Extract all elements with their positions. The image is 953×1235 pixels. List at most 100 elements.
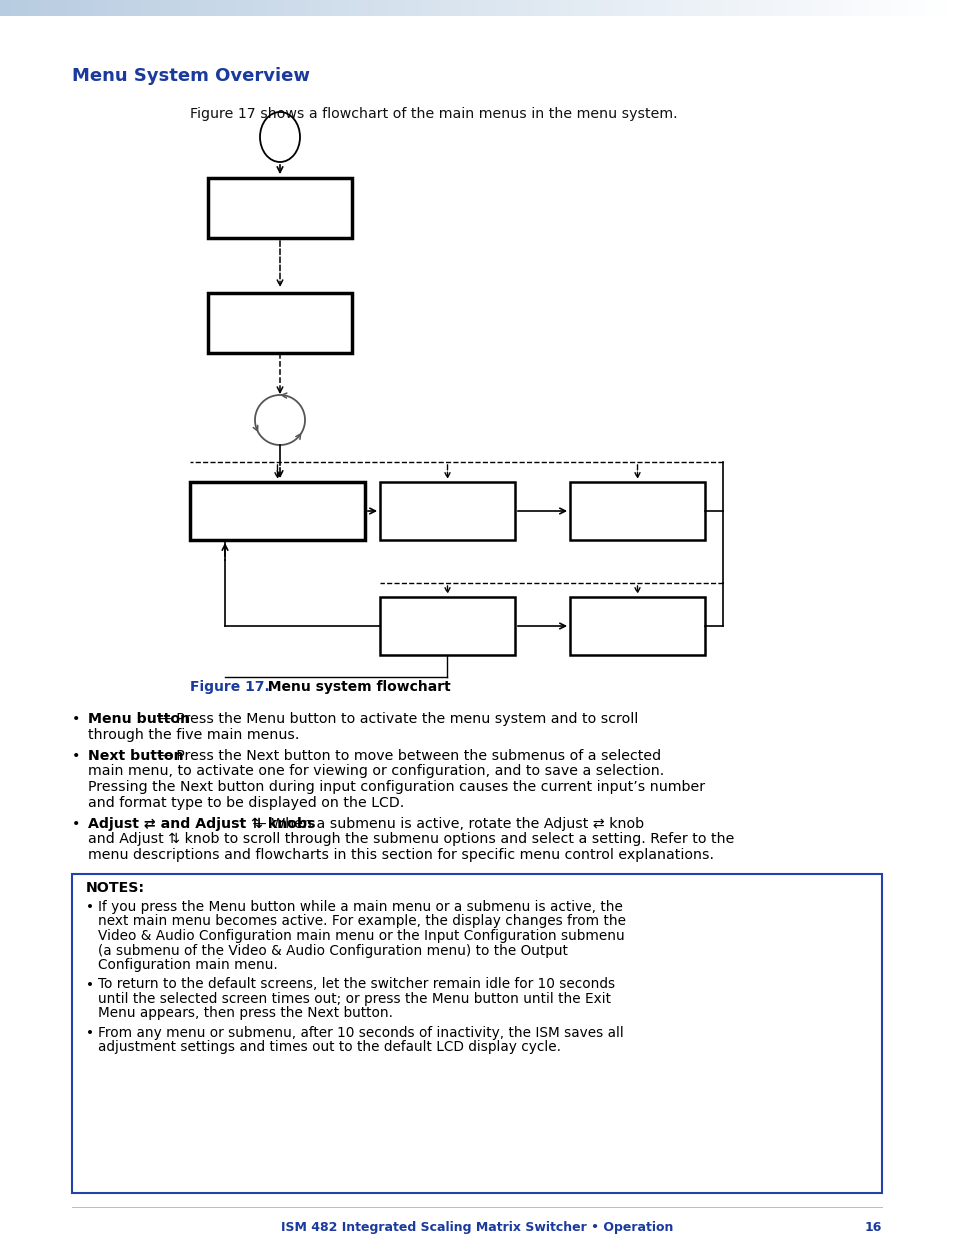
- Bar: [718, 0, 720, 16]
- Bar: [563, 0, 565, 16]
- Text: Menu appears, then press the Next button.: Menu appears, then press the Next button…: [98, 1007, 393, 1020]
- Bar: [931, 0, 933, 16]
- Bar: [811, 0, 813, 16]
- Bar: [82, 0, 84, 16]
- Bar: [879, 0, 882, 16]
- Bar: [106, 0, 108, 16]
- Bar: [132, 0, 133, 16]
- Text: 16: 16: [863, 1221, 882, 1234]
- Bar: [260, 0, 262, 16]
- Bar: [634, 0, 636, 16]
- Bar: [845, 0, 847, 16]
- Bar: [441, 0, 443, 16]
- Bar: [465, 0, 468, 16]
- Bar: [780, 0, 781, 16]
- Bar: [96, 0, 98, 16]
- Bar: [658, 0, 659, 16]
- Bar: [585, 0, 587, 16]
- Bar: [778, 0, 780, 16]
- Bar: [629, 0, 631, 16]
- Bar: [676, 0, 678, 16]
- Bar: [683, 0, 685, 16]
- Bar: [40, 0, 42, 16]
- Bar: [795, 0, 797, 16]
- Bar: [34, 0, 36, 16]
- Bar: [805, 0, 807, 16]
- Bar: [28, 0, 30, 16]
- Text: — When a submenu is active, rotate the Adjust ⇄ knob: — When a submenu is active, rotate the A…: [248, 818, 643, 831]
- Bar: [2, 0, 4, 16]
- Bar: [71, 0, 74, 16]
- Bar: [457, 0, 459, 16]
- Bar: [951, 0, 953, 16]
- Bar: [612, 0, 614, 16]
- Bar: [384, 0, 386, 16]
- Text: next main menu becomes active. For example, the display changes from the: next main menu becomes active. For examp…: [98, 914, 625, 929]
- Bar: [627, 0, 629, 16]
- Bar: [401, 0, 403, 16]
- Bar: [302, 0, 304, 16]
- Bar: [339, 0, 341, 16]
- Bar: [240, 0, 242, 16]
- Bar: [144, 0, 146, 16]
- Text: — Press the Next button to move between the submenus of a selected: — Press the Next button to move between …: [152, 748, 660, 763]
- Bar: [315, 0, 317, 16]
- Bar: [232, 0, 233, 16]
- Bar: [882, 0, 883, 16]
- Bar: [594, 0, 596, 16]
- Bar: [519, 0, 521, 16]
- Bar: [654, 0, 656, 16]
- Bar: [534, 0, 536, 16]
- Bar: [26, 0, 28, 16]
- Bar: [233, 0, 235, 16]
- Bar: [250, 0, 252, 16]
- Bar: [8, 0, 10, 16]
- Bar: [326, 0, 328, 16]
- Bar: [50, 0, 52, 16]
- Bar: [494, 0, 496, 16]
- Bar: [24, 0, 26, 16]
- Bar: [160, 0, 162, 16]
- Bar: [337, 0, 339, 16]
- Bar: [797, 0, 800, 16]
- Bar: [554, 0, 556, 16]
- Bar: [873, 0, 875, 16]
- Bar: [514, 0, 516, 16]
- Bar: [184, 0, 186, 16]
- Bar: [377, 0, 379, 16]
- Bar: [434, 0, 436, 16]
- Bar: [536, 0, 537, 16]
- Bar: [394, 0, 395, 16]
- Text: To return to the default screens, let the switcher remain idle for 10 seconds: To return to the default screens, let th…: [98, 977, 615, 992]
- Bar: [54, 0, 56, 16]
- Bar: [222, 0, 224, 16]
- Bar: [574, 0, 576, 16]
- Bar: [523, 0, 525, 16]
- Bar: [545, 0, 547, 16]
- Bar: [707, 0, 709, 16]
- Bar: [98, 0, 100, 16]
- Bar: [895, 0, 897, 16]
- Bar: [272, 0, 274, 16]
- Bar: [190, 0, 192, 16]
- Bar: [556, 0, 558, 16]
- Bar: [128, 0, 130, 16]
- Bar: [598, 0, 599, 16]
- Bar: [354, 0, 355, 16]
- Bar: [295, 0, 297, 16]
- Bar: [767, 0, 769, 16]
- Bar: [86, 0, 88, 16]
- Text: (a submenu of the Video & Audio Configuration menu) to the Output: (a submenu of the Video & Audio Configur…: [98, 944, 567, 957]
- Bar: [220, 0, 222, 16]
- Bar: [399, 0, 401, 16]
- Bar: [381, 0, 384, 16]
- Bar: [859, 0, 862, 16]
- Bar: [428, 0, 430, 16]
- Bar: [711, 0, 713, 16]
- Bar: [439, 0, 441, 16]
- Bar: [851, 0, 853, 16]
- Bar: [673, 0, 676, 16]
- Bar: [889, 0, 891, 16]
- Bar: [344, 0, 346, 16]
- Text: Video & Audio Configuration main menu or the Input Configuration submenu: Video & Audio Configuration main menu or…: [98, 929, 624, 944]
